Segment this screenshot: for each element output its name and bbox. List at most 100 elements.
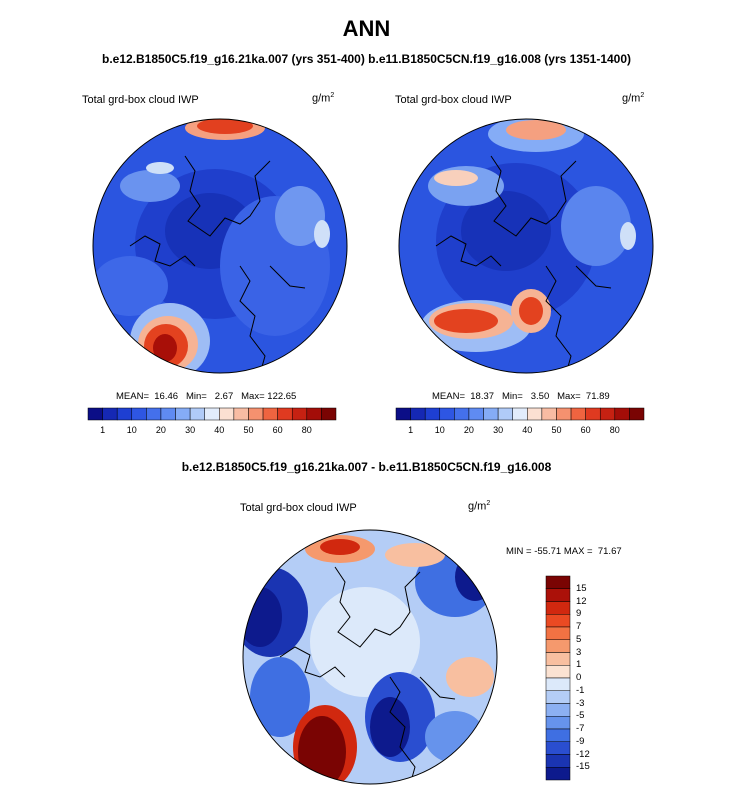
- colorbar-diff-swatch: [545, 652, 571, 666]
- panel-3-stats: MIN = -55.71 MAX = 71.67: [506, 546, 622, 557]
- colorbar-abs-2-swatch: [497, 407, 513, 421]
- colorbar-abs-1-swatch: [102, 407, 118, 421]
- panel-2-stats: MEAN= 18.37 Min= 3.50 Max= 71.89: [432, 391, 610, 402]
- colorbar-diff-tick-label: 5: [576, 633, 582, 645]
- colorbar-abs-1-swatch: [291, 407, 308, 421]
- colorbar-diff-swatch: [545, 639, 571, 653]
- colorbar-diff: [545, 575, 571, 781]
- colorbar-abs-2-swatch: [527, 407, 543, 421]
- diff-header: b.e12.B1850C5.f19_g16.21ka.007 - b.e11.B…: [181, 460, 552, 474]
- colorbar-abs-1-swatch: [116, 407, 133, 421]
- colorbar-abs-2-swatch: [483, 407, 499, 421]
- colorbar-abs-2-swatch: [614, 407, 630, 421]
- colorbar-abs-2-swatch: [424, 407, 441, 421]
- colorbar-diff-swatch: [545, 728, 571, 742]
- colorbar-abs-1-tick-label: 80: [301, 425, 312, 435]
- colorbar-abs-1-tick-label: 10: [126, 425, 137, 435]
- map-panel-diff: [242, 529, 498, 785]
- colorbar-diff-swatch: [545, 754, 571, 768]
- colorbar-diff-tick-label: 1: [576, 659, 582, 671]
- colorbar-diff-tick-label: -7: [576, 723, 585, 734]
- colorbar-abs-1-swatch: [189, 407, 205, 421]
- colorbar-abs-1-swatch: [146, 407, 162, 421]
- colorbar-diff-tick-label: 9: [576, 608, 582, 620]
- colorbar-diff-swatch: [545, 767, 571, 781]
- colorbar-abs-1-tick-label: 50: [243, 425, 254, 435]
- colorbar-diff-tick-label: 0: [576, 672, 582, 683]
- colorbar-abs-1-swatch: [277, 407, 293, 421]
- colorbar-abs-2-labels: 1 10 20 30 40 50 60 80: [396, 425, 644, 437]
- main-title: ANN: [342, 16, 391, 41]
- colorbar-diff-tick-label: 12: [576, 595, 587, 607]
- colorbar-abs-1-swatch: [306, 407, 322, 421]
- colorbar-abs-1-swatch: [204, 407, 220, 421]
- colorbar-diff-tick-label: -9: [576, 735, 585, 747]
- colorbar-abs-1-swatch: [175, 407, 191, 421]
- colorbar-diff-labels: 15 12 9 7 5 3 1 0 -1 -3 -5 -7 -9 -12 -15: [574, 576, 604, 780]
- colorbar-abs-1-tick-label: 20: [155, 425, 166, 435]
- map-panel-1: [92, 118, 348, 374]
- runs-header: b.e12.B1850C5.f19_g16.21ka.007 (yrs 351-…: [101, 52, 632, 66]
- panel-1-stats: MEAN= 16.46 Min= 2.67 Max= 122.65: [116, 391, 297, 402]
- colorbar-diff-swatch: [545, 690, 571, 704]
- colorbar-diff-tick-label: -12: [576, 748, 590, 760]
- colorbar-diff-swatch: [545, 677, 571, 691]
- colorbar-diff-swatch: [545, 665, 571, 679]
- colorbar-abs-1: [87, 407, 337, 421]
- colorbar-abs-2-swatch: [585, 407, 601, 421]
- panel-2-unit: g/m2: [622, 92, 645, 105]
- colorbar-diff-swatch: [545, 716, 571, 730]
- colorbar-abs-1-tick-label: 60: [272, 425, 283, 435]
- panel-1-unit: g/m2: [312, 92, 335, 105]
- colorbar-abs-2-tick-label: 30: [493, 425, 504, 435]
- colorbar-abs-2-swatch: [410, 407, 426, 421]
- colorbar-diff-tick-label: 3: [576, 646, 582, 658]
- colorbar-abs-2-tick-label: 10: [434, 425, 445, 435]
- colorbar-abs-2-swatch: [629, 407, 645, 421]
- colorbar-abs-1-swatch: [219, 407, 235, 421]
- colorbar-abs-2-tick-label: 40: [522, 425, 533, 435]
- colorbar-abs-1-swatch: [321, 407, 337, 421]
- colorbar-diff-tick-label: -15: [576, 761, 590, 773]
- colorbar-diff-swatch: [545, 601, 571, 615]
- colorbar-abs-1-swatch: [248, 407, 264, 421]
- colorbar-diff-swatch: [545, 626, 571, 640]
- colorbar-abs-2-swatch: [395, 407, 411, 421]
- colorbar-abs-2-tick-label: 50: [551, 425, 562, 435]
- colorbar-abs-1-swatch: [160, 407, 176, 421]
- colorbar-abs-2-tick-label: 20: [463, 425, 474, 435]
- map-panel-2: [398, 118, 654, 374]
- colorbar-diff-tick-label: -1: [576, 684, 585, 696]
- colorbar-diff-tick-label: -5: [576, 710, 585, 722]
- colorbar-diff-tick-label: 15: [576, 582, 587, 594]
- colorbar-abs-2-tick-label: 60: [580, 425, 591, 435]
- colorbar-abs-2-tick-label: 1: [408, 425, 414, 435]
- colorbar-abs-2-swatch: [439, 407, 455, 421]
- panel-3-title: Total grd-box cloud IWP: [240, 502, 357, 514]
- colorbar-abs-1-tick-label: 1: [100, 425, 106, 435]
- colorbar-abs-2-swatch: [454, 407, 470, 421]
- colorbar-abs-2-swatch: [599, 407, 616, 421]
- colorbar-abs-2-swatch: [541, 407, 557, 421]
- colorbar-diff-tick-label: -3: [576, 697, 585, 709]
- colorbar-diff-swatch: [545, 575, 571, 589]
- colorbar-abs-1-swatch: [262, 407, 278, 421]
- colorbar-abs-1-swatch: [87, 407, 103, 421]
- panel-2-title: Total grd-box cloud IWP: [395, 94, 512, 106]
- colorbar-diff-swatch: [545, 588, 571, 602]
- colorbar-abs-2-tick-label: 80: [609, 425, 620, 435]
- colorbar-diff-swatch: [545, 703, 571, 717]
- colorbar-abs-1-swatch: [233, 407, 249, 421]
- colorbar-abs-1-labels: 1 10 20 30 40 50 60 80: [88, 425, 336, 437]
- colorbar-abs-2: [395, 407, 645, 421]
- colorbar-diff-swatch: [545, 741, 571, 755]
- colorbar-abs-2-swatch: [512, 407, 528, 421]
- colorbar-abs-2-swatch: [570, 407, 586, 421]
- colorbar-abs-1-tick-label: 40: [214, 425, 225, 435]
- colorbar-abs-1-tick-label: 30: [185, 425, 196, 435]
- colorbar-diff-swatch: [545, 614, 571, 628]
- panel-3-unit: g/m2: [468, 500, 491, 513]
- panel-1-title: Total grd-box cloud IWP: [82, 94, 199, 106]
- colorbar-diff-tick-label: 7: [576, 621, 582, 632]
- colorbar-abs-2-swatch: [556, 407, 572, 421]
